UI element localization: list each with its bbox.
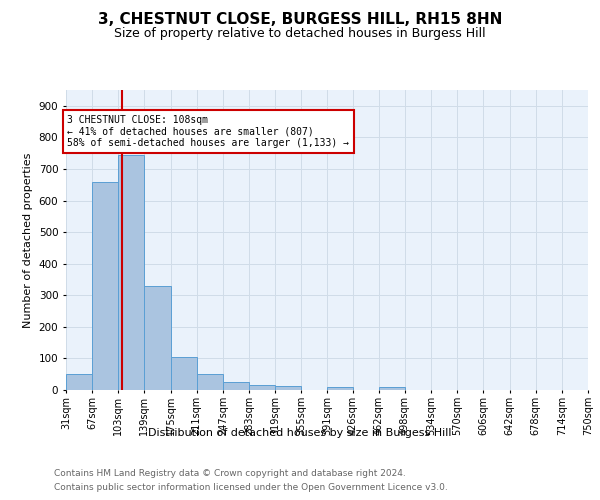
Bar: [66, 374, 92, 390]
Bar: [118, 154, 145, 390]
Text: Contains HM Land Registry data © Crown copyright and database right 2024.: Contains HM Land Registry data © Crown c…: [54, 468, 406, 477]
Y-axis label: Number of detached properties: Number of detached properties: [23, 152, 33, 328]
Bar: [379, 388, 405, 390]
Bar: [170, 357, 197, 390]
Bar: [197, 374, 223, 390]
Bar: [328, 388, 353, 390]
Bar: [145, 286, 170, 390]
Text: Distribution of detached houses by size in Burgess Hill: Distribution of detached houses by size …: [148, 428, 452, 438]
Bar: [223, 382, 249, 390]
Bar: [92, 182, 118, 390]
Text: 3 CHESTNUT CLOSE: 108sqm
← 41% of detached houses are smaller (807)
58% of semi-: 3 CHESTNUT CLOSE: 108sqm ← 41% of detach…: [67, 116, 349, 148]
Text: Size of property relative to detached houses in Burgess Hill: Size of property relative to detached ho…: [114, 28, 486, 40]
Text: Contains public sector information licensed under the Open Government Licence v3: Contains public sector information licen…: [54, 484, 448, 492]
Bar: [275, 386, 301, 390]
Text: 3, CHESTNUT CLOSE, BURGESS HILL, RH15 8HN: 3, CHESTNUT CLOSE, BURGESS HILL, RH15 8H…: [98, 12, 502, 28]
Bar: [249, 384, 275, 390]
